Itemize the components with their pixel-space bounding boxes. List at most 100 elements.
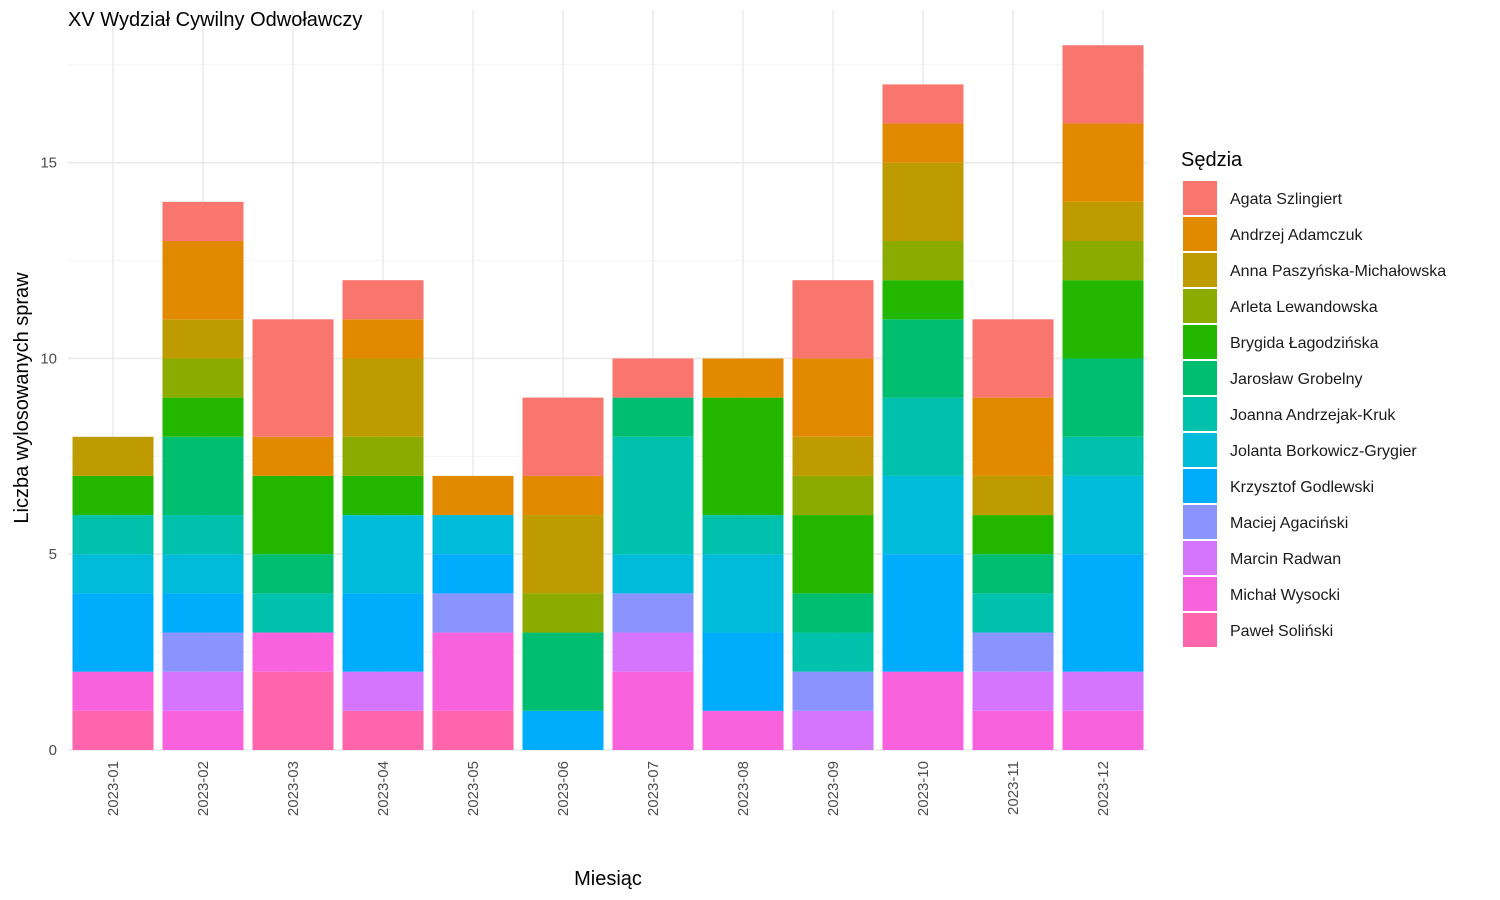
legend-swatch bbox=[1183, 361, 1217, 395]
legend-label: Anna Paszyńska-Michałowska bbox=[1230, 263, 1446, 280]
bar-segment bbox=[162, 710, 244, 750]
legend-label: Krzysztof Godlewski bbox=[1230, 479, 1374, 496]
bar-segment bbox=[342, 710, 424, 750]
y-tick-label: 5 bbox=[49, 546, 57, 563]
bar-segment bbox=[1062, 475, 1144, 555]
bar-segment bbox=[702, 515, 784, 555]
legend-swatch bbox=[1183, 577, 1217, 611]
bar-segment bbox=[612, 554, 694, 594]
bar-segment bbox=[1062, 710, 1144, 750]
bar-segment bbox=[792, 671, 874, 711]
x-axis-title: Miesiąc bbox=[574, 868, 642, 890]
bar-segment bbox=[432, 593, 514, 633]
bar-segment bbox=[1062, 554, 1144, 672]
bar-segment bbox=[162, 515, 244, 555]
bar-segment bbox=[72, 593, 154, 672]
y-tick-label: 10 bbox=[40, 350, 57, 367]
x-tick-label: 2023-11 bbox=[1005, 761, 1022, 815]
bar-segment bbox=[342, 475, 424, 516]
x-tick-label: 2023-05 bbox=[465, 761, 482, 816]
bar-segment bbox=[612, 397, 694, 437]
legend-swatch bbox=[1183, 613, 1217, 647]
bar-segment bbox=[1062, 45, 1144, 124]
bar-segment bbox=[792, 475, 874, 516]
bar-segment bbox=[792, 515, 874, 594]
legend-label: Jarosław Grobelny bbox=[1230, 371, 1363, 388]
bar-segment bbox=[522, 710, 604, 750]
legend-label: Arleta Lewandowska bbox=[1230, 299, 1378, 316]
chart-title: XV Wydział Cywilny Odwoławczy bbox=[68, 9, 362, 31]
legend-label: Joanna Andrzejak-Kruk bbox=[1230, 407, 1396, 424]
x-tick-label: 2023-01 bbox=[105, 761, 122, 816]
bar-segment bbox=[162, 554, 244, 594]
bar-segment bbox=[882, 554, 964, 672]
bar-segment bbox=[882, 671, 964, 750]
legend-label: Michał Wysocki bbox=[1230, 587, 1340, 604]
bar-segment bbox=[612, 358, 694, 398]
bar-segment bbox=[252, 554, 334, 594]
x-tick-label: 2023-12 bbox=[1095, 761, 1112, 816]
legend-swatch bbox=[1183, 289, 1217, 323]
bar-segment bbox=[882, 475, 964, 555]
bar-segment bbox=[432, 632, 514, 711]
legend: Sędzia Agata Szlingiert Andrzej Adamczuk A… bbox=[1181, 149, 1446, 647]
bar-segment bbox=[612, 632, 694, 672]
bar-segment bbox=[702, 632, 784, 711]
bar-segment bbox=[882, 84, 964, 124]
bar-segment bbox=[342, 515, 424, 594]
bar-segment bbox=[972, 397, 1054, 476]
bar-segment bbox=[1062, 671, 1144, 711]
bar-segment bbox=[522, 475, 604, 516]
bar-segment bbox=[1062, 280, 1144, 359]
bar-segment bbox=[72, 554, 154, 594]
legend-swatch bbox=[1183, 469, 1217, 503]
bar-segment bbox=[432, 515, 514, 555]
bar-segment bbox=[342, 593, 424, 672]
bar-segment bbox=[1062, 436, 1144, 476]
bar-segment bbox=[342, 436, 424, 476]
x-tick-label: 2023-09 bbox=[825, 761, 842, 816]
x-tick-label: 2023-06 bbox=[555, 761, 572, 816]
bar-segment bbox=[792, 710, 874, 750]
bar-segment bbox=[72, 436, 154, 476]
bar-segment bbox=[972, 515, 1054, 555]
legend-label: Marcin Radwan bbox=[1230, 551, 1341, 568]
bar-segment bbox=[972, 671, 1054, 711]
bar-segment bbox=[432, 475, 514, 516]
bar-segment bbox=[162, 397, 244, 437]
bar-segment bbox=[972, 319, 1054, 398]
bar-segment bbox=[882, 123, 964, 163]
bar-segment bbox=[1062, 241, 1144, 281]
bar-segment bbox=[612, 436, 694, 555]
bar-segment bbox=[252, 593, 334, 633]
x-tick-label: 2023-04 bbox=[375, 761, 392, 816]
legend-swatch bbox=[1183, 325, 1217, 359]
bar-segment bbox=[72, 475, 154, 516]
bar-segment bbox=[882, 162, 964, 242]
bar-segment bbox=[162, 241, 244, 320]
y-axis-ticks: 0 5 10 15 bbox=[40, 155, 57, 759]
bar-segment bbox=[792, 436, 874, 476]
bar-segment bbox=[882, 241, 964, 281]
y-tick-label: 0 bbox=[49, 742, 57, 759]
legend-swatch bbox=[1183, 541, 1217, 575]
bar-segment bbox=[972, 475, 1054, 516]
legend-swatch bbox=[1183, 253, 1217, 287]
y-tick-label: 15 bbox=[40, 155, 57, 172]
bar-segment bbox=[522, 593, 604, 633]
bar-segment bbox=[882, 280, 964, 320]
bar-segment bbox=[162, 358, 244, 398]
bar-segment bbox=[702, 397, 784, 516]
x-tick-label: 2023-08 bbox=[735, 761, 752, 816]
legend-label: Maciej Agaciński bbox=[1230, 515, 1348, 532]
x-tick-label: 2023-10 bbox=[915, 761, 932, 816]
bar-segment bbox=[432, 710, 514, 750]
bar-segment bbox=[252, 319, 334, 437]
bar-segment bbox=[792, 358, 874, 437]
bar-segment bbox=[522, 632, 604, 711]
legend-swatch bbox=[1183, 217, 1217, 251]
bar-segment bbox=[342, 319, 424, 359]
bars bbox=[72, 45, 1144, 750]
legend-label: Brygida Łagodzińska bbox=[1230, 335, 1379, 352]
